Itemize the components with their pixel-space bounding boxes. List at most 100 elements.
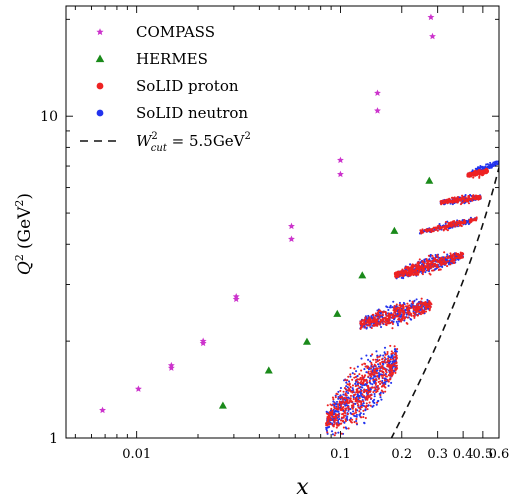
solid-point (347, 396, 350, 399)
solid-point (389, 374, 392, 377)
solid-point (413, 312, 416, 315)
solid-point (373, 392, 376, 396)
solid-point (451, 220, 454, 223)
solid-point (343, 387, 347, 390)
solid-point (486, 171, 489, 174)
solid-point (453, 225, 456, 228)
solid-point (368, 401, 371, 404)
solid-point (388, 378, 391, 381)
solid-point (418, 258, 421, 261)
solid-point (366, 324, 369, 327)
solid-point (370, 375, 373, 378)
solid-point (450, 259, 454, 262)
solid-point (383, 377, 387, 380)
solid-point (460, 253, 463, 256)
solid-point (394, 349, 397, 352)
solid-point (428, 305, 431, 308)
solid-point (346, 383, 349, 386)
solid-point (388, 372, 392, 375)
solid-point (354, 376, 357, 379)
solid-point (342, 390, 345, 393)
solid-point (327, 413, 330, 416)
solid-point (353, 414, 356, 417)
solid-point (420, 232, 423, 235)
solid-point (453, 259, 456, 262)
solid-point (362, 380, 365, 383)
solid-point (392, 371, 395, 374)
solid-point (352, 410, 355, 413)
solid-point (385, 314, 388, 317)
compass-point (167, 364, 175, 371)
legend-hermes-icon (95, 54, 105, 63)
solid-point (426, 298, 429, 302)
solid-point (448, 199, 451, 202)
solid-point (367, 370, 370, 373)
x-axis-label: x (296, 475, 309, 500)
solid-point (384, 390, 387, 393)
solid-point (375, 361, 378, 364)
solid-point (381, 365, 384, 368)
solid-point (395, 303, 398, 306)
solid-point (326, 416, 329, 419)
solid-point (342, 426, 345, 429)
solid-point (453, 257, 456, 260)
solid-point (442, 202, 445, 205)
solid-point (473, 174, 477, 177)
solid-point (472, 176, 475, 179)
solid-point (361, 374, 364, 377)
solid-point (387, 319, 391, 323)
solid-point (417, 266, 420, 269)
solid-point (421, 273, 424, 276)
compass-point (337, 170, 344, 178)
solid-point (402, 277, 405, 280)
solid-point (455, 220, 458, 223)
solid-point (402, 272, 406, 276)
solid-point (449, 263, 452, 266)
solid-point (426, 268, 429, 272)
solid-point (360, 403, 363, 406)
solid-point (379, 382, 382, 385)
solid-point (365, 371, 368, 374)
solid-point (377, 310, 380, 313)
solid-point (387, 384, 390, 387)
solid-point (433, 259, 436, 262)
solid-point (364, 365, 367, 368)
solid-point (357, 406, 360, 409)
solid-point (359, 407, 362, 410)
solid-point (415, 272, 418, 275)
solid-point (443, 256, 447, 259)
solid-point (342, 400, 345, 403)
solid-point (441, 199, 444, 202)
solid-point (393, 315, 396, 319)
solid-point (379, 370, 382, 373)
solid-point (392, 351, 395, 355)
solid-point (467, 200, 470, 203)
solid-point (325, 410, 328, 413)
solid-point (335, 400, 339, 403)
solid-point (468, 173, 471, 177)
solid-point (486, 163, 489, 166)
solid-point (389, 314, 392, 317)
solid-point (335, 392, 338, 395)
x-tick-label: 0.2 (391, 447, 412, 462)
solid-point (345, 388, 348, 392)
solid-point (488, 164, 491, 167)
solid-point (372, 313, 375, 316)
solid-point (395, 361, 398, 364)
solid-point (408, 304, 411, 307)
solid-point (340, 432, 343, 435)
hermes-point (264, 366, 273, 374)
solid-point (406, 302, 409, 305)
solid-point (403, 267, 407, 270)
solid-point (367, 375, 370, 378)
solid-point (393, 304, 396, 308)
solid-point (406, 316, 409, 319)
solid-point (413, 299, 416, 302)
solid-point (348, 400, 351, 403)
solid-point (445, 226, 448, 229)
solid-point (366, 321, 369, 324)
solid-point (353, 376, 356, 379)
solid-point (364, 326, 367, 329)
solid-point (478, 173, 481, 176)
solid-point (365, 402, 368, 405)
